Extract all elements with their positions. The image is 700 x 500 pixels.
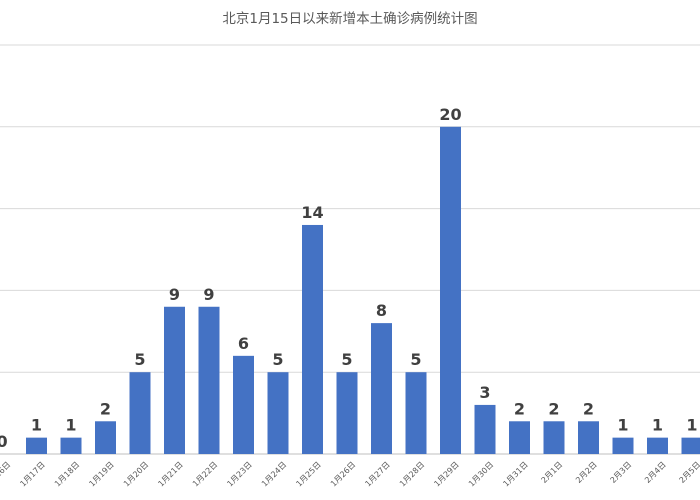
data-label-2月1日: 2 bbox=[548, 399, 559, 418]
x-tick-label-1月29日: 1月29日 bbox=[432, 460, 460, 488]
data-label-1月23日: 6 bbox=[238, 334, 249, 353]
data-label-1月27日: 8 bbox=[376, 301, 387, 320]
x-tick-label-1月19日: 1月19日 bbox=[87, 460, 115, 488]
bar-1月29日 bbox=[440, 126, 461, 455]
data-label-1月24日: 5 bbox=[272, 350, 283, 369]
bar-2月3日 bbox=[612, 437, 634, 454]
data-label-1月28日: 5 bbox=[410, 350, 421, 369]
data-label-1月16日: 0 bbox=[0, 432, 8, 451]
data-label-2月2日: 2 bbox=[583, 399, 594, 418]
data-label-1月26日: 5 bbox=[341, 350, 352, 369]
x-tick-label-1月17日: 1月17日 bbox=[18, 460, 46, 488]
data-label-1月31日: 2 bbox=[514, 399, 525, 418]
x-tick-label-1月30日: 1月30日 bbox=[467, 460, 495, 488]
bar-1月30日 bbox=[474, 404, 496, 454]
x-tick-labels: 1月16日 1月17日 1月18日 1月19日 1月20日 1月21日 1月22日 1月23日… bbox=[0, 460, 700, 488]
data-label-2月3日: 1 bbox=[617, 416, 628, 435]
data-label-1月25日: 14 bbox=[301, 203, 323, 222]
x-tick-label-1月23日: 1月23日 bbox=[225, 460, 253, 488]
bar-2月1日 bbox=[543, 421, 565, 454]
bar-1月22日 bbox=[198, 306, 220, 454]
bar-1月21日 bbox=[164, 306, 185, 454]
bar-1月27日 bbox=[371, 323, 392, 454]
x-tick-label-1月27日: 1月27日 bbox=[363, 460, 391, 488]
data-label-2月4日: 1 bbox=[652, 416, 663, 435]
x-tick-label-1月24日: 1月24日 bbox=[260, 460, 288, 488]
x-tick-label-1月20日: 1月20日 bbox=[122, 460, 150, 488]
x-tick-label-1月22日: 1月22日 bbox=[191, 460, 219, 488]
bars bbox=[26, 126, 700, 455]
data-labels: 0 1 1 2 5 9 9 6 5 14 5 8 5 20 3 2 2 2 1 1 1 bbox=[0, 105, 698, 451]
x-tick-label-2月1日: 2月1日 bbox=[539, 460, 564, 485]
x-tick-label-1月25日: 1月25日 bbox=[294, 460, 322, 488]
data-label-2月5日: 1 bbox=[686, 416, 697, 435]
data-label-1月22日: 9 bbox=[203, 285, 214, 304]
data-label-1月19日: 2 bbox=[100, 399, 111, 418]
bar-1月31日 bbox=[509, 421, 530, 454]
bar-1月19日 bbox=[95, 421, 116, 454]
bar-1月24日 bbox=[267, 372, 289, 454]
bar-1月26日 bbox=[336, 372, 358, 454]
data-label-1月29日: 20 bbox=[439, 105, 461, 124]
bar-2月2日 bbox=[578, 421, 599, 454]
data-label-1月21日: 9 bbox=[169, 285, 180, 304]
data-label-1月17日: 1 bbox=[31, 416, 42, 435]
x-tick-label-1月16日: 1月16日 bbox=[0, 460, 12, 488]
bar-2月4日 bbox=[647, 437, 668, 454]
x-tick-label-1月18日: 1月18日 bbox=[53, 460, 81, 488]
chart-title: 北京1月15日以来新增本土确诊病例统计图 bbox=[222, 11, 478, 27]
x-tick-label-1月31日: 1月31日 bbox=[501, 460, 529, 488]
x-tick-label-2月4日: 2月4日 bbox=[643, 460, 668, 485]
x-tick-label-1月26日: 1月26日 bbox=[329, 460, 357, 488]
x-tick-label-1月28日: 1月28日 bbox=[398, 460, 426, 488]
x-tick-label-1月21日: 1月21日 bbox=[156, 460, 184, 488]
bar-1月25日 bbox=[302, 224, 323, 454]
data-label-1月18日: 1 bbox=[65, 416, 76, 435]
bar-1月18日 bbox=[60, 437, 82, 454]
bar-1月28日 bbox=[405, 372, 427, 454]
data-label-1月20日: 5 bbox=[134, 350, 145, 369]
bar-2月5日 bbox=[681, 437, 700, 454]
x-tick-label-2月2日: 2月2日 bbox=[574, 460, 599, 485]
x-tick-label-2月5日: 2月5日 bbox=[677, 460, 700, 485]
bar-1月17日 bbox=[26, 437, 47, 454]
bar-1月20日 bbox=[129, 372, 151, 454]
data-label-1月30日: 3 bbox=[479, 383, 490, 402]
x-tick-label-2月3日: 2月3日 bbox=[608, 460, 633, 485]
bar-1月23日 bbox=[233, 355, 254, 454]
